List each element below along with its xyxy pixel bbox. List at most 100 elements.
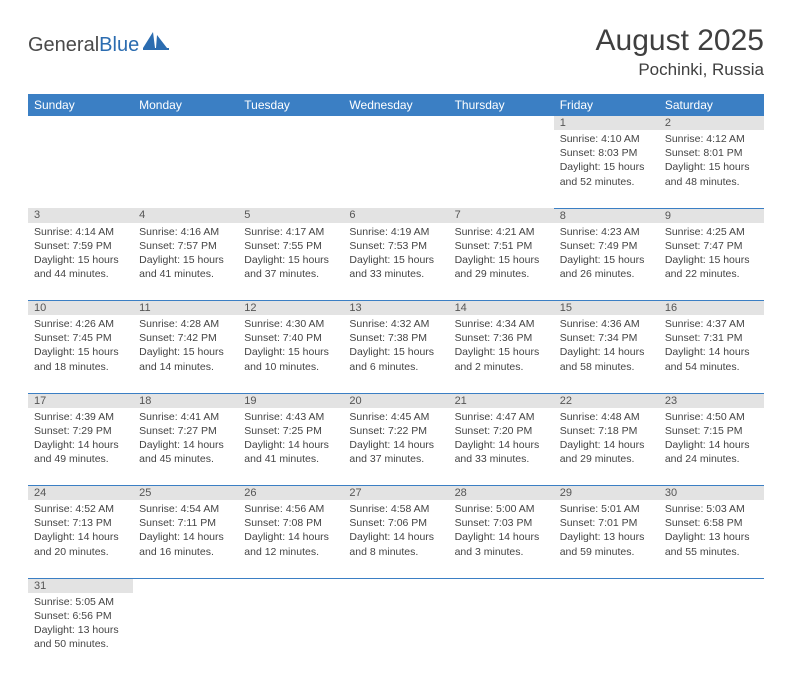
day-cell xyxy=(554,593,659,671)
day-content: Sunrise: 5:03 AMSunset: 6:58 PMDaylight:… xyxy=(659,500,764,563)
daynum-row: 12 xyxy=(28,116,764,130)
day-number-cell: 17 xyxy=(28,393,133,408)
day-number-cell: 6 xyxy=(343,208,448,223)
day-content: Sunrise: 4:50 AMSunset: 7:15 PMDaylight:… xyxy=(659,408,764,471)
day-number-cell xyxy=(554,578,659,593)
daylight-text: Daylight: 15 hours and 2 minutes. xyxy=(455,345,548,373)
day-cell: Sunrise: 4:32 AMSunset: 7:38 PMDaylight:… xyxy=(343,315,448,393)
daylight-text: Daylight: 15 hours and 22 minutes. xyxy=(665,253,758,281)
day-cell: Sunrise: 4:14 AMSunset: 7:59 PMDaylight:… xyxy=(28,223,133,301)
day-content: Sunrise: 4:47 AMSunset: 7:20 PMDaylight:… xyxy=(449,408,554,471)
day-cell: Sunrise: 5:03 AMSunset: 6:58 PMDaylight:… xyxy=(659,500,764,578)
sunset-text: Sunset: 7:31 PM xyxy=(665,331,758,345)
sunrise-text: Sunrise: 4:17 AM xyxy=(244,225,337,239)
daylight-text: Daylight: 15 hours and 33 minutes. xyxy=(349,253,442,281)
weekday-header: Tuesday xyxy=(238,94,343,116)
daynum-row: 17181920212223 xyxy=(28,393,764,408)
day-content: Sunrise: 4:41 AMSunset: 7:27 PMDaylight:… xyxy=(133,408,238,471)
daylight-text: Daylight: 15 hours and 41 minutes. xyxy=(139,253,232,281)
day-content: Sunrise: 4:17 AMSunset: 7:55 PMDaylight:… xyxy=(238,223,343,286)
day-body-row: Sunrise: 4:14 AMSunset: 7:59 PMDaylight:… xyxy=(28,223,764,301)
day-content: Sunrise: 4:52 AMSunset: 7:13 PMDaylight:… xyxy=(28,500,133,563)
sunset-text: Sunset: 6:56 PM xyxy=(34,609,127,623)
day-number-cell xyxy=(659,578,764,593)
daylight-text: Daylight: 15 hours and 14 minutes. xyxy=(139,345,232,373)
day-content: Sunrise: 4:19 AMSunset: 7:53 PMDaylight:… xyxy=(343,223,448,286)
weekday-header: Wednesday xyxy=(343,94,448,116)
day-number-cell xyxy=(449,116,554,130)
sunrise-text: Sunrise: 4:39 AM xyxy=(34,410,127,424)
sunset-text: Sunset: 7:25 PM xyxy=(244,424,337,438)
day-cell: Sunrise: 4:41 AMSunset: 7:27 PMDaylight:… xyxy=(133,408,238,486)
day-content: Sunrise: 4:26 AMSunset: 7:45 PMDaylight:… xyxy=(28,315,133,378)
daylight-text: Daylight: 14 hours and 37 minutes. xyxy=(349,438,442,466)
sunset-text: Sunset: 7:59 PM xyxy=(34,239,127,253)
sunrise-text: Sunrise: 4:19 AM xyxy=(349,225,442,239)
day-body-row: Sunrise: 4:10 AMSunset: 8:03 PMDaylight:… xyxy=(28,130,764,208)
day-number-cell: 19 xyxy=(238,393,343,408)
daylight-text: Daylight: 15 hours and 44 minutes. xyxy=(34,253,127,281)
sunset-text: Sunset: 7:55 PM xyxy=(244,239,337,253)
sunrise-text: Sunrise: 5:05 AM xyxy=(34,595,127,609)
day-cell: Sunrise: 4:37 AMSunset: 7:31 PMDaylight:… xyxy=(659,315,764,393)
day-number-cell: 25 xyxy=(133,486,238,501)
day-cell: Sunrise: 4:16 AMSunset: 7:57 PMDaylight:… xyxy=(133,223,238,301)
day-cell: Sunrise: 4:23 AMSunset: 7:49 PMDaylight:… xyxy=(554,223,659,301)
sunrise-text: Sunrise: 4:36 AM xyxy=(560,317,653,331)
daylight-text: Daylight: 14 hours and 45 minutes. xyxy=(139,438,232,466)
day-content: Sunrise: 4:28 AMSunset: 7:42 PMDaylight:… xyxy=(133,315,238,378)
day-number-cell: 23 xyxy=(659,393,764,408)
sunset-text: Sunset: 7:20 PM xyxy=(455,424,548,438)
sunrise-text: Sunrise: 4:48 AM xyxy=(560,410,653,424)
day-number-cell: 13 xyxy=(343,301,448,316)
sunrise-text: Sunrise: 4:43 AM xyxy=(244,410,337,424)
sunset-text: Sunset: 7:13 PM xyxy=(34,516,127,530)
sunrise-text: Sunrise: 4:10 AM xyxy=(560,132,653,146)
day-content: Sunrise: 4:32 AMSunset: 7:38 PMDaylight:… xyxy=(343,315,448,378)
day-number-cell: 11 xyxy=(133,301,238,316)
day-number-cell: 12 xyxy=(238,301,343,316)
calendar-table: Sunday Monday Tuesday Wednesday Thursday… xyxy=(28,94,764,671)
day-cell xyxy=(133,593,238,671)
daynum-row: 31 xyxy=(28,578,764,593)
sunset-text: Sunset: 7:03 PM xyxy=(455,516,548,530)
day-cell: Sunrise: 4:48 AMSunset: 7:18 PMDaylight:… xyxy=(554,408,659,486)
day-number-cell: 14 xyxy=(449,301,554,316)
day-number-cell: 31 xyxy=(28,578,133,593)
sunrise-text: Sunrise: 4:25 AM xyxy=(665,225,758,239)
sunset-text: Sunset: 7:36 PM xyxy=(455,331,548,345)
sunset-text: Sunset: 7:11 PM xyxy=(139,516,232,530)
day-content: Sunrise: 5:01 AMSunset: 7:01 PMDaylight:… xyxy=(554,500,659,563)
daylight-text: Daylight: 14 hours and 8 minutes. xyxy=(349,530,442,558)
day-cell: Sunrise: 5:05 AMSunset: 6:56 PMDaylight:… xyxy=(28,593,133,671)
daynum-row: 3456789 xyxy=(28,208,764,223)
sunrise-text: Sunrise: 4:47 AM xyxy=(455,410,548,424)
day-number-cell: 9 xyxy=(659,208,764,223)
daylight-text: Daylight: 14 hours and 33 minutes. xyxy=(455,438,548,466)
sunset-text: Sunset: 7:49 PM xyxy=(560,239,653,253)
day-content: Sunrise: 4:39 AMSunset: 7:29 PMDaylight:… xyxy=(28,408,133,471)
day-cell: Sunrise: 4:56 AMSunset: 7:08 PMDaylight:… xyxy=(238,500,343,578)
day-cell xyxy=(449,130,554,208)
sunset-text: Sunset: 6:58 PM xyxy=(665,516,758,530)
weekday-header: Monday xyxy=(133,94,238,116)
sunrise-text: Sunrise: 4:56 AM xyxy=(244,502,337,516)
sunrise-text: Sunrise: 4:26 AM xyxy=(34,317,127,331)
day-cell: Sunrise: 4:45 AMSunset: 7:22 PMDaylight:… xyxy=(343,408,448,486)
day-cell xyxy=(343,130,448,208)
title-block: August 2025 Pochinki, Russia xyxy=(596,24,764,80)
day-number-cell: 5 xyxy=(238,208,343,223)
sunrise-text: Sunrise: 5:03 AM xyxy=(665,502,758,516)
sunrise-text: Sunrise: 4:14 AM xyxy=(34,225,127,239)
day-cell: Sunrise: 4:34 AMSunset: 7:36 PMDaylight:… xyxy=(449,315,554,393)
day-cell xyxy=(449,593,554,671)
daylight-text: Daylight: 15 hours and 18 minutes. xyxy=(34,345,127,373)
daylight-text: Daylight: 14 hours and 58 minutes. xyxy=(560,345,653,373)
day-number-cell xyxy=(343,116,448,130)
sunrise-text: Sunrise: 4:52 AM xyxy=(34,502,127,516)
day-number-cell: 2 xyxy=(659,116,764,130)
day-number-cell: 22 xyxy=(554,393,659,408)
sunrise-text: Sunrise: 4:37 AM xyxy=(665,317,758,331)
sunrise-text: Sunrise: 5:01 AM xyxy=(560,502,653,516)
day-number-cell xyxy=(133,578,238,593)
